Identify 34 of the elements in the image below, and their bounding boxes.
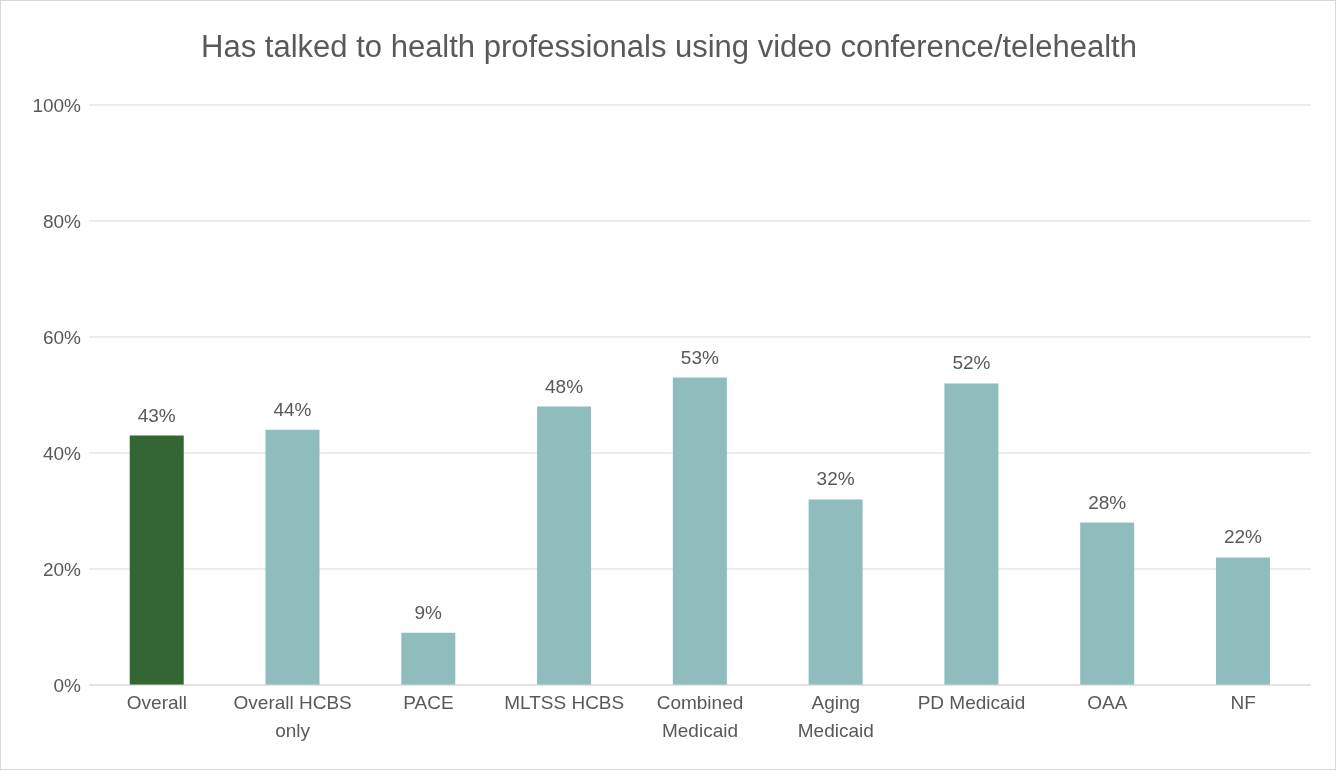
bar — [808, 499, 863, 685]
bar — [401, 632, 456, 685]
data-label: 28% — [1088, 491, 1127, 513]
y-tick-label: 40% — [42, 442, 82, 464]
bar — [944, 383, 999, 685]
data-label: 48% — [545, 375, 584, 397]
data-label: 43% — [137, 404, 176, 426]
x-tick-label: Overall HCBS only — [233, 692, 352, 741]
x-tick-label: Overall — [126, 692, 187, 713]
x-tick-label: PD Medicaid — [917, 692, 1026, 713]
y-tick-label: 0% — [53, 674, 82, 696]
data-label: 53% — [680, 346, 719, 368]
data-label: 44% — [273, 398, 312, 420]
x-tick-label: Aging Medicaid — [797, 692, 874, 741]
x-tick-label: MLTSS HCBS — [504, 692, 625, 713]
data-label: 32% — [816, 468, 855, 490]
x-tick-label: Combined Medicaid — [656, 692, 744, 741]
bar — [672, 377, 727, 685]
y-tick-label: 60% — [42, 326, 82, 348]
bar — [129, 435, 184, 685]
y-tick-label: 80% — [42, 210, 82, 232]
data-label: 9% — [414, 601, 443, 623]
data-label: 52% — [952, 352, 991, 374]
bar — [537, 406, 592, 685]
bar — [1080, 522, 1135, 685]
x-tick-label: OAA — [1087, 692, 1128, 713]
chart-title: Has talked to health professionals using video conference/telehealth — [200, 29, 1138, 65]
y-tick-label: 100% — [32, 94, 82, 116]
x-tick-label: NF — [1230, 692, 1256, 713]
bar — [1215, 557, 1270, 685]
bar — [265, 429, 320, 685]
y-tick-label: 20% — [42, 558, 82, 580]
x-tick-label: PACE — [403, 692, 454, 713]
data-label: 22% — [1223, 526, 1263, 548]
